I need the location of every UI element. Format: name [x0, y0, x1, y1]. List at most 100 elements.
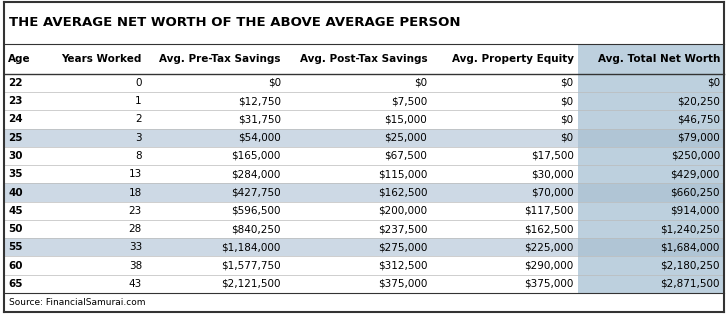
Text: $2,180,250: $2,180,250 — [660, 261, 720, 271]
Text: $0: $0 — [707, 78, 720, 88]
Text: $0: $0 — [561, 78, 574, 88]
Text: $117,500: $117,500 — [524, 206, 574, 216]
Text: 35: 35 — [8, 169, 23, 179]
Bar — [578, 220, 724, 238]
Bar — [578, 257, 724, 275]
Text: $46,750: $46,750 — [677, 114, 720, 124]
Text: $1,184,000: $1,184,000 — [221, 242, 281, 252]
Text: 60: 60 — [8, 261, 23, 271]
Text: 50: 50 — [8, 224, 23, 234]
Text: 55: 55 — [8, 242, 23, 252]
Bar — [4, 257, 578, 275]
Text: $2,871,500: $2,871,500 — [660, 279, 720, 289]
Text: $660,250: $660,250 — [670, 187, 720, 198]
Bar — [4, 238, 578, 257]
Bar — [578, 238, 724, 257]
Text: THE AVERAGE NET WORTH OF THE ABOVE AVERAGE PERSON: THE AVERAGE NET WORTH OF THE ABOVE AVERA… — [9, 16, 461, 29]
Bar — [578, 110, 724, 129]
Text: $31,750: $31,750 — [238, 114, 281, 124]
Text: $30,000: $30,000 — [531, 169, 574, 179]
Text: 23: 23 — [129, 206, 142, 216]
Text: $70,000: $70,000 — [531, 187, 574, 198]
Text: $54,000: $54,000 — [238, 133, 281, 143]
Text: $312,500: $312,500 — [378, 261, 427, 271]
Bar — [578, 44, 724, 74]
Text: Avg. Property Equity: Avg. Property Equity — [451, 54, 574, 64]
Bar — [4, 44, 724, 74]
Bar — [4, 202, 578, 220]
Text: 30: 30 — [8, 151, 23, 161]
Bar — [4, 165, 578, 183]
Bar — [578, 183, 724, 202]
Text: Avg. Pre-Tax Savings: Avg. Pre-Tax Savings — [159, 54, 281, 64]
Bar — [4, 220, 578, 238]
Text: 1: 1 — [135, 96, 142, 106]
Text: $15,000: $15,000 — [384, 114, 427, 124]
Text: 18: 18 — [129, 187, 142, 198]
Text: $250,000: $250,000 — [670, 151, 720, 161]
Text: 2: 2 — [135, 114, 142, 124]
Text: $284,000: $284,000 — [232, 169, 281, 179]
Text: 13: 13 — [129, 169, 142, 179]
Text: $25,000: $25,000 — [384, 133, 427, 143]
Text: 23: 23 — [8, 96, 23, 106]
Text: $0: $0 — [561, 133, 574, 143]
Text: $225,000: $225,000 — [524, 242, 574, 252]
Text: $2,121,500: $2,121,500 — [221, 279, 281, 289]
Bar — [578, 202, 724, 220]
Bar — [4, 74, 578, 92]
Text: $67,500: $67,500 — [384, 151, 427, 161]
Text: $17,500: $17,500 — [531, 151, 574, 161]
Bar — [4, 110, 578, 129]
Text: 43: 43 — [129, 279, 142, 289]
Bar — [578, 275, 724, 293]
Text: $0: $0 — [561, 96, 574, 106]
Text: $914,000: $914,000 — [670, 206, 720, 216]
Text: $200,000: $200,000 — [378, 206, 427, 216]
Text: $275,000: $275,000 — [378, 242, 427, 252]
Bar — [578, 92, 724, 110]
Text: $0: $0 — [414, 78, 427, 88]
Text: 3: 3 — [135, 133, 142, 143]
Text: 40: 40 — [8, 187, 23, 198]
Text: $162,500: $162,500 — [524, 224, 574, 234]
Text: $290,000: $290,000 — [524, 261, 574, 271]
Text: $12,750: $12,750 — [238, 96, 281, 106]
Text: $596,500: $596,500 — [232, 206, 281, 216]
Text: 45: 45 — [8, 206, 23, 216]
Bar — [4, 293, 724, 312]
Text: $1,684,000: $1,684,000 — [660, 242, 720, 252]
Text: 28: 28 — [129, 224, 142, 234]
Bar — [4, 183, 578, 202]
Text: $840,250: $840,250 — [232, 224, 281, 234]
Text: $0: $0 — [268, 78, 281, 88]
Text: $115,000: $115,000 — [378, 169, 427, 179]
Text: $79,000: $79,000 — [677, 133, 720, 143]
Text: 22: 22 — [8, 78, 23, 88]
Text: $1,577,750: $1,577,750 — [221, 261, 281, 271]
Text: Source: FinancialSamurai.com: Source: FinancialSamurai.com — [9, 298, 146, 307]
Bar — [4, 147, 578, 165]
Bar — [578, 147, 724, 165]
Text: $375,000: $375,000 — [524, 279, 574, 289]
Text: Avg. Total Net Worth: Avg. Total Net Worth — [598, 54, 720, 64]
Text: 25: 25 — [8, 133, 23, 143]
Bar — [4, 128, 578, 147]
Text: 8: 8 — [135, 151, 142, 161]
Bar — [578, 165, 724, 183]
Bar — [4, 92, 578, 110]
Text: $237,500: $237,500 — [378, 224, 427, 234]
Text: $7,500: $7,500 — [391, 96, 427, 106]
Bar — [4, 275, 578, 293]
Text: 0: 0 — [135, 78, 142, 88]
Text: Age: Age — [8, 54, 31, 64]
Text: $162,500: $162,500 — [378, 187, 427, 198]
Text: $429,000: $429,000 — [670, 169, 720, 179]
Text: $375,000: $375,000 — [378, 279, 427, 289]
Text: Avg. Post-Tax Savings: Avg. Post-Tax Savings — [300, 54, 427, 64]
Text: $20,250: $20,250 — [677, 96, 720, 106]
Text: $1,240,250: $1,240,250 — [660, 224, 720, 234]
Text: 33: 33 — [129, 242, 142, 252]
Text: 38: 38 — [129, 261, 142, 271]
Bar — [578, 74, 724, 92]
